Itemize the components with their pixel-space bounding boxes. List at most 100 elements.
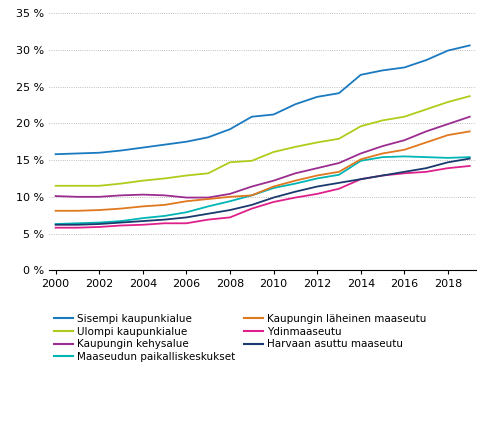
Kaupungin läheinen maaseutu — [336, 169, 342, 174]
Ulompi kaupunkialue — [96, 183, 102, 188]
Sisempi kaupunkialue — [314, 94, 320, 99]
Line: Harvaan asuttu maaseutu: Harvaan asuttu maaseutu — [55, 159, 470, 225]
Maaseudun paikalliskeskukset — [140, 215, 146, 221]
Harvaan asuttu maaseutu — [423, 166, 429, 171]
Kaupungin kehysalue — [271, 178, 276, 183]
Ulompi kaupunkialue — [336, 136, 342, 141]
Ydinmaaseutu — [140, 222, 146, 227]
Ulompi kaupunkialue — [205, 170, 211, 176]
Harvaan asuttu maaseutu — [227, 208, 233, 213]
Ydinmaaseutu — [53, 225, 58, 230]
Maaseudun paikalliskeskukset — [227, 199, 233, 204]
Harvaan asuttu maaseutu — [96, 221, 102, 227]
Sisempi kaupunkialue — [75, 151, 81, 156]
Sisempi kaupunkialue — [423, 58, 429, 63]
Kaupungin läheinen maaseutu — [314, 173, 320, 178]
Sisempi kaupunkialue — [271, 112, 276, 117]
Maaseudun paikalliskeskukset — [380, 154, 385, 160]
Harvaan asuttu maaseutu — [271, 195, 276, 200]
Ulompi kaupunkialue — [380, 118, 385, 123]
Maaseudun paikalliskeskukset — [293, 181, 299, 186]
Legend: Sisempi kaupunkialue, Ulompi kaupunkialue, Kaupungin kehysalue, Maaseudun paikal: Sisempi kaupunkialue, Ulompi kaupunkialu… — [55, 314, 426, 362]
Ydinmaaseutu — [184, 221, 190, 226]
Kaupungin kehysalue — [75, 194, 81, 199]
Maaseudun paikalliskeskukset — [75, 221, 81, 226]
Ulompi kaupunkialue — [423, 107, 429, 112]
Kaupungin läheinen maaseutu — [249, 193, 255, 198]
Kaupungin kehysalue — [445, 122, 451, 127]
Kaupungin kehysalue — [184, 195, 190, 200]
Kaupungin kehysalue — [249, 184, 255, 189]
Maaseudun paikalliskeskukset — [467, 154, 473, 160]
Harvaan asuttu maaseutu — [249, 202, 255, 208]
Maaseudun paikalliskeskukset — [205, 204, 211, 209]
Kaupungin läheinen maaseutu — [205, 196, 211, 201]
Kaupungin läheinen maaseutu — [162, 202, 167, 208]
Maaseudun paikalliskeskukset — [445, 155, 451, 160]
Sisempi kaupunkialue — [140, 145, 146, 150]
Harvaan asuttu maaseutu — [75, 222, 81, 227]
Sisempi kaupunkialue — [467, 43, 473, 48]
Maaseudun paikalliskeskukset — [314, 176, 320, 181]
Ydinmaaseutu — [249, 206, 255, 211]
Sisempi kaupunkialue — [293, 102, 299, 107]
Kaupungin kehysalue — [96, 194, 102, 199]
Sisempi kaupunkialue — [162, 142, 167, 147]
Maaseudun paikalliskeskukset — [162, 213, 167, 218]
Harvaan asuttu maaseutu — [53, 222, 58, 227]
Harvaan asuttu maaseutu — [184, 215, 190, 220]
Kaupungin kehysalue — [380, 143, 385, 149]
Maaseudun paikalliskeskukset — [423, 154, 429, 160]
Ulompi kaupunkialue — [140, 178, 146, 183]
Ulompi kaupunkialue — [184, 173, 190, 178]
Maaseudun paikalliskeskukset — [53, 221, 58, 227]
Ydinmaaseutu — [271, 199, 276, 204]
Ydinmaaseutu — [336, 186, 342, 191]
Maaseudun paikalliskeskukset — [271, 185, 276, 191]
Kaupungin läheinen maaseutu — [184, 199, 190, 204]
Kaupungin läheinen maaseutu — [271, 184, 276, 189]
Harvaan asuttu maaseutu — [445, 160, 451, 165]
Sisempi kaupunkialue — [380, 68, 385, 73]
Line: Kaupungin läheinen maaseutu: Kaupungin läheinen maaseutu — [55, 131, 470, 211]
Sisempi kaupunkialue — [53, 152, 58, 157]
Maaseudun paikalliskeskukset — [358, 158, 364, 164]
Ydinmaaseutu — [445, 166, 451, 171]
Ydinmaaseutu — [118, 223, 124, 228]
Kaupungin kehysalue — [205, 195, 211, 200]
Ydinmaaseutu — [467, 164, 473, 169]
Kaupungin kehysalue — [118, 193, 124, 198]
Kaupungin läheinen maaseutu — [140, 204, 146, 209]
Kaupungin kehysalue — [227, 191, 233, 197]
Sisempi kaupunkialue — [249, 114, 255, 119]
Ulompi kaupunkialue — [445, 99, 451, 105]
Harvaan asuttu maaseutu — [358, 177, 364, 182]
Harvaan asuttu maaseutu — [140, 218, 146, 224]
Ydinmaaseutu — [380, 173, 385, 178]
Maaseudun paikalliskeskukset — [336, 172, 342, 177]
Kaupungin kehysalue — [314, 166, 320, 171]
Kaupungin läheinen maaseutu — [293, 178, 299, 183]
Harvaan asuttu maaseutu — [402, 169, 408, 174]
Harvaan asuttu maaseutu — [380, 173, 385, 178]
Sisempi kaupunkialue — [358, 72, 364, 78]
Maaseudun paikalliskeskukset — [96, 220, 102, 225]
Harvaan asuttu maaseutu — [336, 180, 342, 185]
Kaupungin kehysalue — [467, 114, 473, 119]
Sisempi kaupunkialue — [402, 65, 408, 70]
Maaseudun paikalliskeskukset — [118, 218, 124, 224]
Maaseudun paikalliskeskukset — [184, 210, 190, 215]
Harvaan asuttu maaseutu — [293, 189, 299, 194]
Line: Sisempi kaupunkialue: Sisempi kaupunkialue — [55, 45, 470, 154]
Line: Kaupungin kehysalue: Kaupungin kehysalue — [55, 117, 470, 198]
Harvaan asuttu maaseutu — [205, 211, 211, 216]
Ulompi kaupunkialue — [402, 114, 408, 119]
Kaupungin läheinen maaseutu — [445, 133, 451, 138]
Harvaan asuttu maaseutu — [467, 156, 473, 161]
Kaupungin läheinen maaseutu — [467, 129, 473, 134]
Ulompi kaupunkialue — [293, 144, 299, 150]
Kaupungin läheinen maaseutu — [118, 206, 124, 211]
Ulompi kaupunkialue — [249, 158, 255, 164]
Kaupungin kehysalue — [336, 160, 342, 166]
Sisempi kaupunkialue — [205, 135, 211, 140]
